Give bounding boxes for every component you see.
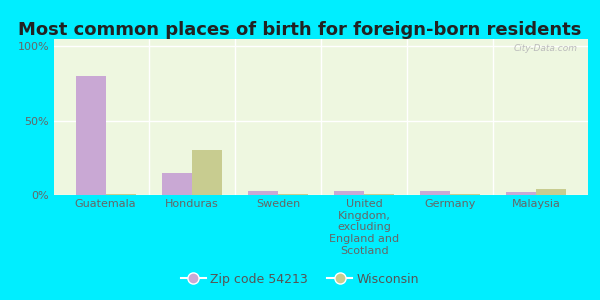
Bar (420, 190, 450, 195)
Bar (161, 173, 192, 195)
Bar (364, 194, 394, 195)
Bar (106, 194, 136, 195)
Bar (506, 192, 536, 195)
Bar (76, 76, 106, 195)
Bar (334, 190, 364, 195)
Bar (536, 189, 566, 195)
Legend: Zip code 54213, Wisconsin: Zip code 54213, Wisconsin (176, 268, 425, 291)
Bar (192, 150, 222, 195)
Text: Most common places of birth for foreign-born residents: Most common places of birth for foreign-… (19, 21, 581, 39)
Bar (248, 190, 278, 195)
Text: City-Data.com: City-Data.com (514, 44, 577, 53)
Bar (450, 194, 481, 195)
Bar (278, 194, 308, 195)
